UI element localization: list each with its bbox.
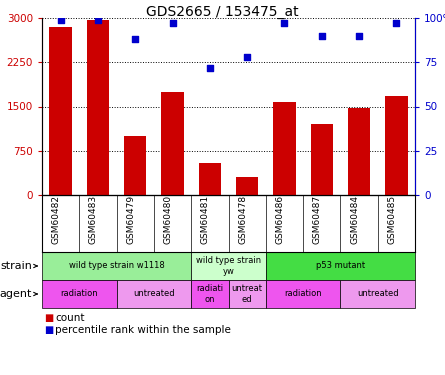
Bar (198, 162, 221, 195)
Bar (87, 20, 109, 195)
Text: GSM60485: GSM60485 (387, 195, 396, 244)
Text: wild type strain w1118: wild type strain w1118 (69, 261, 165, 270)
Point (243, 54, 251, 60)
Bar (162, 92, 184, 195)
Point (356, 33, 363, 39)
Text: radiation: radiation (284, 290, 322, 298)
Text: strain: strain (0, 261, 32, 271)
Point (281, 20, 288, 26)
Text: GSM60482: GSM60482 (52, 195, 61, 244)
Text: radiati
on: radiati on (196, 284, 223, 304)
Text: GSM60484: GSM60484 (350, 195, 359, 244)
Bar (49, 27, 72, 195)
Point (318, 33, 325, 39)
Text: percentile rank within the sample: percentile rank within the sample (55, 325, 231, 335)
Point (393, 20, 400, 26)
Point (94, 17, 101, 23)
Text: GSM60478: GSM60478 (238, 195, 247, 244)
Text: untreated: untreated (133, 290, 175, 298)
Text: GSM60483: GSM60483 (89, 195, 98, 244)
Text: untreated: untreated (357, 290, 399, 298)
Text: count: count (55, 313, 85, 323)
Text: radiation: radiation (61, 290, 98, 298)
Text: GSM60487: GSM60487 (313, 195, 322, 244)
Text: ■: ■ (44, 313, 53, 323)
Text: GDS2665 / 153475_at: GDS2665 / 153475_at (146, 5, 299, 19)
Text: GSM60481: GSM60481 (201, 195, 210, 244)
Text: GSM60480: GSM60480 (164, 195, 173, 244)
Text: p53 mutant: p53 mutant (316, 261, 365, 270)
Point (57, 17, 64, 23)
Point (169, 20, 176, 26)
Text: wild type strain
yw: wild type strain yw (196, 256, 261, 276)
Point (132, 36, 139, 42)
Bar (311, 124, 333, 195)
Bar (236, 177, 259, 195)
Text: GSM60479: GSM60479 (126, 195, 135, 244)
Text: untreat
ed: untreat ed (232, 284, 263, 304)
Text: agent: agent (0, 289, 32, 299)
Bar (124, 136, 146, 195)
Text: ■: ■ (44, 325, 53, 335)
Bar (385, 96, 408, 195)
Bar (273, 102, 295, 195)
Point (206, 64, 214, 70)
Bar (348, 108, 370, 195)
Text: GSM60486: GSM60486 (275, 195, 284, 244)
